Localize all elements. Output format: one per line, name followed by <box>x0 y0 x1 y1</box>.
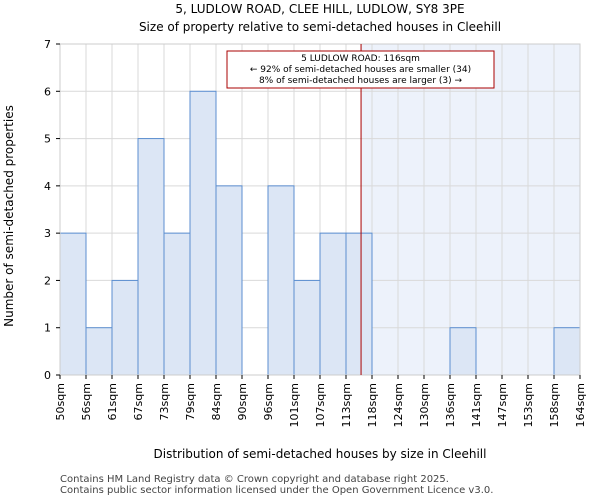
bar-84sqm <box>215 185 243 376</box>
bar-96sqm <box>267 185 295 376</box>
chart-title: 5, LUDLOW ROAD, CLEE HILL, LUDLOW, SY8 3… <box>175 2 464 16</box>
y-axis-label: Number of semi-detached properties <box>2 105 16 327</box>
highlight-region <box>361 44 580 375</box>
chart-subtitle: Size of property relative to semi-detach… <box>139 20 501 34</box>
annotation-line-1: 5 LUDLOW ROAD: 116sqm <box>301 54 420 64</box>
y-tick-label: 7 <box>44 38 51 51</box>
annotation-line-2: ← 92% of semi-detached houses are smalle… <box>250 65 471 75</box>
x-tick-label: 118sqm <box>366 383 379 427</box>
bar-113sqm <box>345 232 373 376</box>
bar-67sqm <box>137 138 165 376</box>
x-tick-label: 56sqm <box>80 383 93 420</box>
bar-73sqm <box>163 232 191 376</box>
annotation-line-3: 8% of semi-detached houses are larger (3… <box>259 76 463 86</box>
bar-107sqm <box>319 232 347 376</box>
bar-136sqm <box>449 327 477 376</box>
y-tick-label: 5 <box>44 133 51 146</box>
y-tick-label: 0 <box>44 369 51 382</box>
x-tick-label: 158sqm <box>548 383 561 427</box>
bar-158sqm <box>553 327 581 376</box>
footer-line-2: Contains public sector information licen… <box>60 485 494 496</box>
bar-56sqm <box>85 327 113 376</box>
y-tick-label: 2 <box>44 274 51 287</box>
x-tick-label: 136sqm <box>444 383 457 427</box>
y-tick-label: 1 <box>44 322 51 335</box>
x-tick-label: 141sqm <box>470 383 483 427</box>
x-tick-label: 147sqm <box>496 383 509 427</box>
x-tick-label: 107sqm <box>314 383 327 427</box>
x-ticks: 50sqm 56sqm 61sqm 67sqm 73sqm 79sqm 84sqm 90sqm… <box>54 375 587 427</box>
x-tick-label: 84sqm <box>210 383 223 420</box>
bar-79sqm <box>189 90 217 376</box>
y-tick-label: 6 <box>44 85 51 98</box>
x-tick-label: 73sqm <box>158 383 171 420</box>
y-tick-label: 3 <box>44 227 51 240</box>
x-tick-label: 61sqm <box>106 383 119 420</box>
annotation-box <box>226 50 495 89</box>
x-axis-label: Distribution of semi-detached houses by … <box>154 447 487 461</box>
bar-50sqm <box>59 232 87 376</box>
x-tick-label: 113sqm <box>340 383 353 427</box>
x-tick-label: 124sqm <box>392 383 405 427</box>
bar-61sqm <box>111 279 139 376</box>
y-tick-label: 4 <box>44 180 51 193</box>
y-ticks: 0 1 2 3 4 5 6 7 <box>44 38 60 382</box>
x-tick-label: 67sqm <box>132 383 145 420</box>
x-tick-label: 79sqm <box>184 383 197 420</box>
footer-line-1: Contains HM Land Registry data © Crown c… <box>60 474 449 485</box>
x-tick-label: 101sqm <box>288 383 301 427</box>
x-tick-label: 50sqm <box>54 383 67 420</box>
bars <box>59 90 581 376</box>
x-tick-label: 164sqm <box>574 383 587 427</box>
x-tick-label: 130sqm <box>418 383 431 427</box>
x-tick-label: 90sqm <box>236 383 249 420</box>
x-tick-label: 96sqm <box>262 383 275 420</box>
x-tick-label: 153sqm <box>522 383 535 427</box>
bar-101sqm <box>293 279 321 376</box>
